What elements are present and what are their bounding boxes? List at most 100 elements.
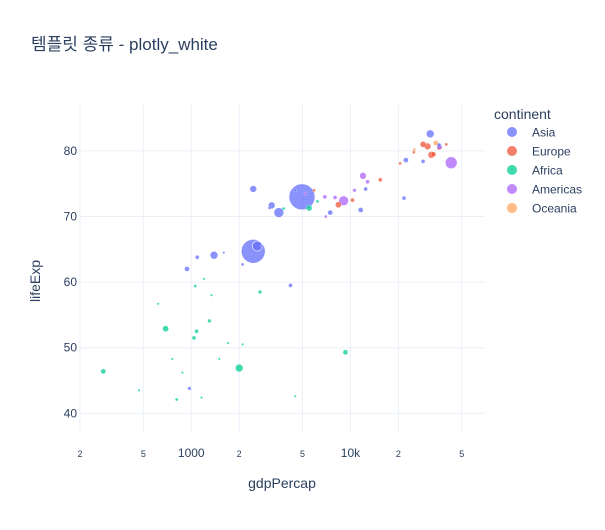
data-point-americas[interactable] [359,172,367,180]
data-point-americas[interactable] [322,194,327,199]
data-point-africa[interactable] [200,396,203,399]
data-point-asia[interactable] [273,207,285,218]
y-tick-label: 40 [64,406,78,420]
data-point-africa[interactable] [234,363,244,373]
legend-item-asia[interactable]: Asia [507,126,556,140]
data-point-asia[interactable] [401,196,407,201]
chart-title: 템플릿 종류 - plotly_white [31,35,218,54]
data-point-europe[interactable] [350,197,355,203]
data-point-asia[interactable] [267,206,272,210]
legend-items: Asia Europe Africa Americas Oceania [507,126,582,216]
data-point-asia[interactable] [209,250,219,260]
legend-marker [507,165,517,175]
x-tick-label: 1000 [178,446,205,460]
data-point-africa[interactable] [100,368,106,374]
data-point-asia[interactable] [259,244,263,248]
data-point-africa[interactable] [293,394,297,398]
data-point-asia[interactable] [195,255,200,260]
data-point-asia[interactable] [420,159,426,164]
grid-layer [79,105,485,433]
legend-label: Africa [532,164,563,178]
data-point-africa[interactable] [241,343,244,346]
data-point-oceania[interactable] [412,147,417,152]
x-tick-label: 5 [300,449,305,459]
legend-item-oceania[interactable]: Oceania [507,202,577,216]
data-point-africa[interactable] [202,277,206,281]
y-tick-label: 60 [64,275,78,289]
legend-marker [507,203,517,213]
data-point-africa[interactable] [210,293,213,297]
data-point-africa[interactable] [193,284,197,288]
data-point-asia[interactable] [184,266,190,272]
legend-marker [507,146,517,156]
data-point-europe[interactable] [444,142,448,147]
data-point-africa[interactable] [175,397,179,402]
data-point-americas[interactable] [324,214,328,219]
data-point-asia[interactable] [436,142,442,148]
data-point-africa[interactable] [281,206,286,211]
legend-marker [507,127,517,137]
x-tick-label: 2 [237,449,242,459]
data-point-europe[interactable] [398,161,402,166]
data-point-africa[interactable] [207,318,212,323]
data-point-americas[interactable] [365,179,370,184]
data-point-europe[interactable] [419,141,427,148]
legend-label: Oceania [532,202,577,216]
data-point-asia[interactable] [187,386,192,391]
data-point-americas[interactable] [303,191,307,196]
data-point-africa[interactable] [191,335,197,341]
data-point-africa[interactable] [257,290,262,294]
data-point-asia[interactable] [293,188,297,192]
data-point-europe[interactable] [312,188,316,192]
data-point-africa[interactable] [156,302,160,306]
data-point-asia[interactable] [363,186,368,192]
data-point-africa[interactable] [226,341,230,345]
data-point-africa[interactable] [162,325,169,332]
data-point-asia[interactable] [240,262,245,267]
x-tick-label: 2 [396,449,401,459]
legend-item-africa[interactable]: Africa [507,164,563,178]
data-point-africa[interactable] [137,389,141,392]
data-point-americas[interactable] [352,188,357,193]
data-point-asia[interactable] [425,129,435,139]
data-point-africa[interactable] [217,357,221,361]
legend-label: Asia [532,126,556,140]
x-tick-label: 2 [77,449,82,459]
data-point-asia[interactable] [249,185,258,193]
data-point-asia[interactable] [358,207,364,213]
data-point-europe[interactable] [335,201,342,208]
y-tick-label: 70 [64,210,78,224]
legend[interactable]: continent Asia Europe Africa Americas Oceani… [494,106,582,216]
y-tick-label: 50 [64,341,78,355]
data-point-asia[interactable] [288,283,293,288]
data-point-europe[interactable] [430,151,437,157]
y-tick-label: 80 [64,144,78,158]
legend-label: Americas [532,183,582,197]
data-point-americas[interactable] [444,156,458,170]
legend-marker [507,184,517,194]
x-axis-title: gdpPercap [248,475,316,491]
legend-label: Europe [532,145,571,159]
data-point-europe[interactable] [412,150,416,154]
data-point-asia[interactable] [403,157,409,163]
legend-item-americas[interactable]: Americas [507,183,582,197]
data-point-africa[interactable] [305,204,313,212]
data-point-europe[interactable] [378,177,383,182]
x-tick-label: 5 [141,449,146,459]
data-point-asia[interactable] [222,251,226,254]
x-tick-label: 10k [341,446,361,460]
data-point-africa[interactable] [181,371,184,374]
axis-layer: 2 5 1000 2 5 10k 2 5 40 50 60 70 80 [64,144,465,460]
data-point-africa[interactable] [315,199,320,204]
data-point-africa[interactable] [170,357,174,361]
legend-title: continent [494,106,551,122]
legend-item-europe[interactable]: Europe [507,145,571,159]
y-axis-title: lifeExp [27,260,43,302]
data-point-americas[interactable] [332,195,338,200]
data-point-africa[interactable] [194,329,199,334]
data-point-africa[interactable] [342,349,349,355]
x-tick-label: 5 [459,449,464,459]
data-point-asia[interactable] [327,209,333,216]
